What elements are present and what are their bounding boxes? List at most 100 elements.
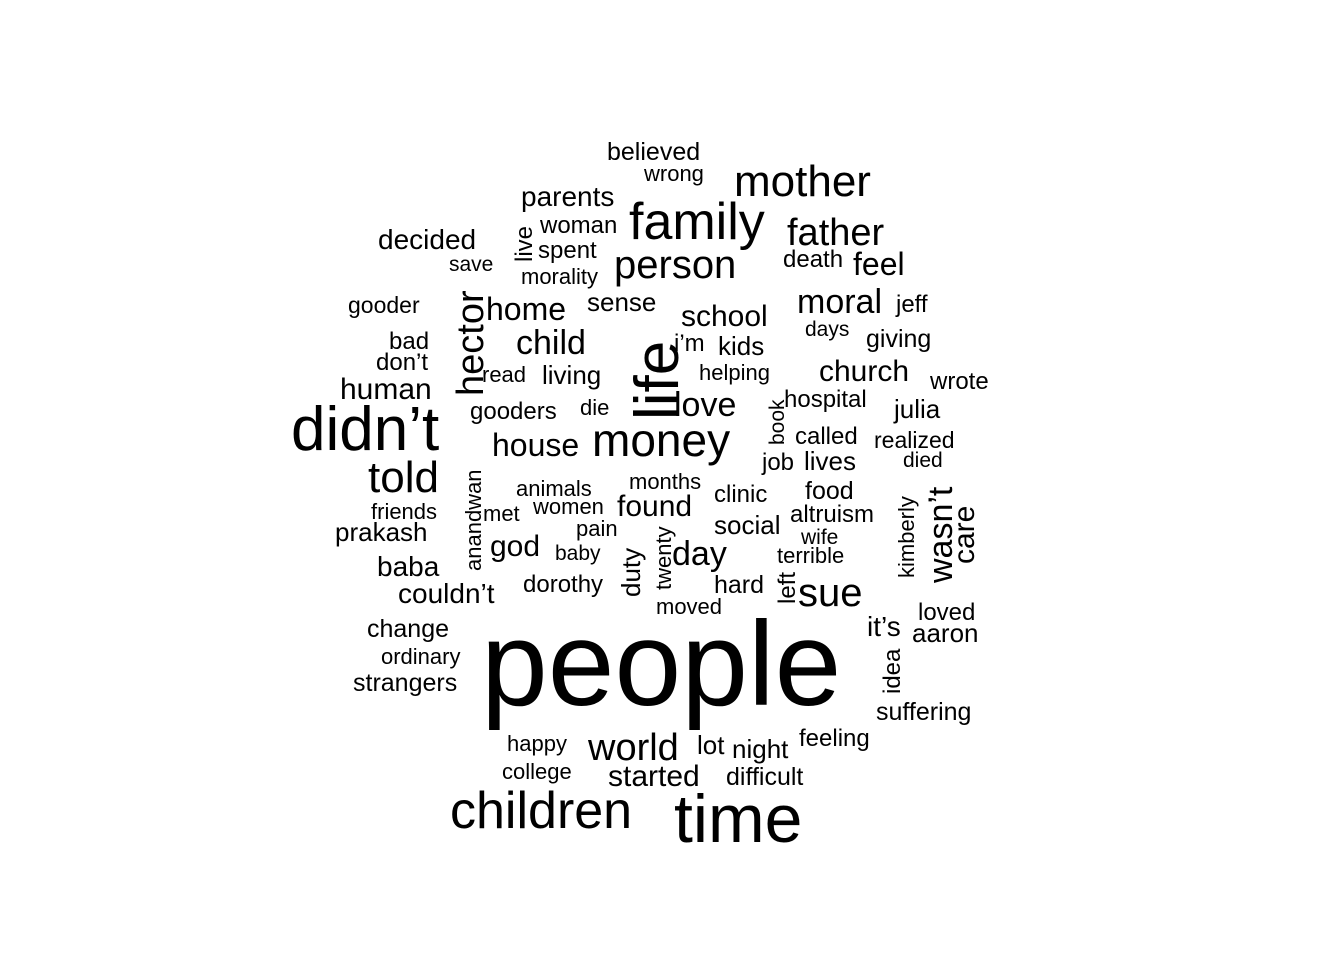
word: spent <box>538 237 597 264</box>
word: started <box>608 760 700 793</box>
word: hector <box>450 290 492 396</box>
word: wrong <box>643 161 704 186</box>
word: told <box>368 453 439 502</box>
word: life <box>623 341 692 420</box>
word: wife <box>800 526 838 549</box>
word: people <box>481 597 841 731</box>
word: night <box>732 734 789 764</box>
word: mother <box>734 157 871 206</box>
word: hard <box>714 571 764 599</box>
word: feeling <box>799 725 870 752</box>
word: living <box>542 360 601 390</box>
word: god <box>490 530 540 563</box>
word: parents <box>521 181 614 212</box>
word: suffering <box>876 698 971 726</box>
word: death <box>783 246 843 273</box>
word: social <box>714 510 780 540</box>
word: prakash <box>335 517 428 547</box>
word: julia <box>893 394 941 424</box>
word: children <box>450 782 632 840</box>
word: baby <box>555 542 601 565</box>
word: hospital <box>784 386 867 413</box>
word: dorothy <box>523 571 603 598</box>
word: bad <box>389 328 429 355</box>
word: kids <box>718 331 764 361</box>
word: met <box>483 501 520 526</box>
word: it’s <box>867 611 901 642</box>
word: difficult <box>726 763 803 791</box>
word: school <box>681 300 768 333</box>
word: world <box>587 727 679 769</box>
word: book <box>766 399 789 445</box>
word: happy <box>507 731 567 756</box>
word: realized <box>874 427 955 453</box>
word: altruism <box>790 501 874 528</box>
word: time <box>674 781 802 857</box>
word: father <box>787 212 885 254</box>
word: moral <box>797 283 882 321</box>
word: jeff <box>895 291 928 318</box>
word: aaron <box>912 618 979 648</box>
word: human <box>340 373 432 406</box>
word: church <box>819 355 909 388</box>
word: twenty <box>651 526 676 590</box>
word: baba <box>377 551 440 582</box>
word: child <box>516 324 586 362</box>
word: left <box>774 572 801 604</box>
word: sue <box>798 571 863 615</box>
word: job <box>761 449 794 476</box>
word: couldn’t <box>398 578 495 609</box>
word: idea <box>879 648 906 694</box>
word: morality <box>521 264 598 289</box>
word: person <box>614 243 736 287</box>
word: care <box>948 506 981 564</box>
word: woman <box>539 212 617 239</box>
word: sense <box>587 287 656 317</box>
word: didn’t <box>291 395 439 464</box>
word: wasn’t <box>922 486 960 584</box>
word: wrote <box>929 368 989 395</box>
word: love <box>674 386 736 424</box>
word: college <box>502 759 572 784</box>
word: feel <box>853 246 905 282</box>
word: moved <box>656 594 722 619</box>
word: giving <box>866 325 931 353</box>
word: animals <box>516 476 592 501</box>
word: decided <box>378 224 476 255</box>
word: lives <box>804 446 856 476</box>
word: strangers <box>353 669 457 697</box>
word: gooder <box>348 292 420 318</box>
word: believed <box>607 138 700 166</box>
word: family <box>629 193 765 251</box>
word: house <box>492 427 579 463</box>
word: called <box>795 423 858 450</box>
word: lot <box>697 730 725 760</box>
word: die <box>580 395 609 420</box>
word: don’t <box>376 349 428 376</box>
word: terrible <box>777 543 844 568</box>
word: days <box>805 318 849 341</box>
word: duty <box>616 548 646 597</box>
word: months <box>629 469 701 494</box>
word: clinic <box>714 481 767 508</box>
word: women <box>532 494 604 519</box>
word: died <box>903 449 943 472</box>
word: read <box>482 362 526 387</box>
word: live <box>511 226 538 262</box>
word: gooders <box>470 398 557 425</box>
word: day <box>672 535 727 573</box>
word: money <box>592 414 730 466</box>
word: save <box>449 253 493 276</box>
word: anandwan <box>461 469 486 571</box>
word: friends <box>371 499 437 524</box>
word: found <box>617 490 692 523</box>
word: home <box>486 291 566 327</box>
word: kimberly <box>894 496 919 578</box>
word: pain <box>576 516 618 541</box>
word: loved <box>918 599 975 626</box>
word: change <box>367 615 449 643</box>
word: helping <box>699 360 770 385</box>
word: food <box>805 477 854 505</box>
word: i’m <box>674 330 705 357</box>
